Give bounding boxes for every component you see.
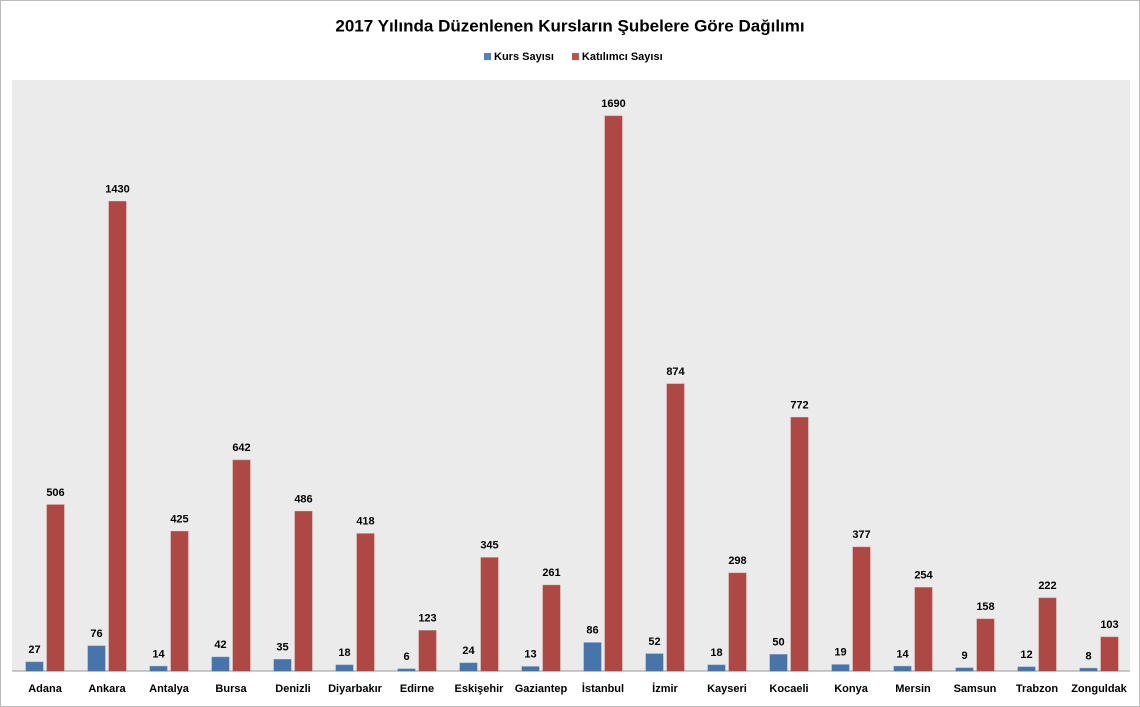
x-tick-label: Kayseri [707, 683, 747, 695]
x-tick-label: Eskişehir [455, 683, 505, 695]
data-label: 123 [418, 613, 436, 625]
data-label: 254 [914, 570, 933, 582]
data-label: 27 [28, 644, 40, 656]
bar [893, 665, 912, 672]
bar [583, 642, 602, 672]
bar [170, 530, 189, 672]
data-label: 772 [790, 399, 808, 411]
data-label: 50 [772, 636, 784, 648]
x-tick-label: Zonguldak [1071, 683, 1127, 695]
bar [46, 504, 65, 672]
bar [666, 383, 685, 672]
x-tick-label: Adana [28, 683, 63, 695]
bar [480, 557, 499, 672]
bar [273, 659, 292, 672]
bar [521, 666, 540, 672]
data-label: 418 [356, 516, 374, 528]
data-label: 35 [276, 641, 288, 653]
bar [914, 587, 933, 672]
bar [728, 572, 747, 672]
bar [232, 459, 251, 672]
data-label: 425 [170, 513, 188, 525]
legend-label: Kurs Sayısı [494, 51, 554, 63]
x-tick-label: Gaziantep [515, 683, 568, 695]
data-label: 158 [976, 601, 994, 613]
bar [976, 618, 995, 672]
data-label: 18 [338, 647, 350, 659]
data-label: 1690 [601, 98, 625, 110]
bar [1017, 666, 1036, 672]
bar [1038, 597, 1057, 672]
data-label: 42 [214, 639, 226, 651]
legend-swatch [571, 53, 579, 60]
data-label: 1430 [105, 183, 129, 195]
x-tick-label: Edirne [400, 683, 434, 695]
data-label: 76 [90, 628, 102, 640]
bar [645, 653, 664, 672]
data-label: 52 [648, 636, 660, 648]
x-tick-label: Ankara [88, 683, 126, 695]
x-tick-label: Antalya [149, 683, 190, 695]
x-tick-label: Kocaeli [769, 683, 808, 695]
bar [356, 533, 375, 672]
plot-area [12, 80, 1130, 671]
bar [149, 665, 168, 672]
bar [604, 115, 623, 672]
data-label: 377 [852, 529, 870, 541]
chart-title: 2017 Yılında Düzenlenen Kursların Şubele… [335, 16, 804, 35]
bar [542, 584, 561, 672]
bar [790, 417, 809, 672]
data-label: 222 [1038, 580, 1056, 592]
bar [335, 664, 354, 672]
x-tick-label: Trabzon [1016, 683, 1058, 695]
bar [831, 664, 850, 672]
data-label: 298 [728, 555, 746, 567]
bar [769, 654, 788, 672]
x-tick-label: İstanbul [582, 682, 624, 695]
x-tick-label: Konya [834, 683, 869, 695]
bar [707, 664, 726, 672]
data-label: 874 [666, 366, 685, 378]
bar [211, 656, 230, 672]
data-label: 642 [232, 442, 250, 454]
data-label: 14 [896, 648, 909, 660]
data-label: 103 [1100, 619, 1118, 631]
data-label: 24 [462, 645, 475, 657]
bar [459, 662, 478, 672]
bar [852, 546, 871, 672]
data-label: 86 [586, 625, 598, 637]
data-label: 18 [710, 647, 722, 659]
data-label: 13 [524, 649, 536, 661]
bar [294, 510, 313, 672]
data-label: 8 [1085, 650, 1091, 662]
data-label: 9 [961, 650, 967, 662]
x-tick-label: Mersin [895, 683, 931, 695]
data-label: 486 [294, 493, 312, 505]
data-label: 19 [834, 647, 846, 659]
x-tick-label: İzmir [652, 682, 678, 695]
bar [397, 668, 416, 672]
data-label: 345 [480, 540, 498, 552]
bar [25, 661, 44, 672]
data-label: 506 [46, 487, 64, 499]
bar [87, 645, 106, 672]
legend-swatch [484, 53, 491, 60]
data-label: 12 [1020, 649, 1032, 661]
x-tick-label: Bursa [215, 683, 247, 695]
bar [1100, 636, 1119, 672]
x-tick-label: Denizli [275, 683, 310, 695]
bar [1079, 667, 1098, 672]
bar [955, 667, 974, 672]
bar [108, 200, 127, 672]
data-label: 14 [152, 648, 165, 660]
x-tick-label: Samsun [954, 683, 997, 695]
data-label: 261 [542, 567, 560, 579]
x-tick-label: Diyarbakır [328, 683, 383, 695]
bar [418, 630, 437, 672]
legend-label: Katılımcı Sayısı [582, 51, 663, 63]
data-label: 6 [403, 651, 409, 663]
